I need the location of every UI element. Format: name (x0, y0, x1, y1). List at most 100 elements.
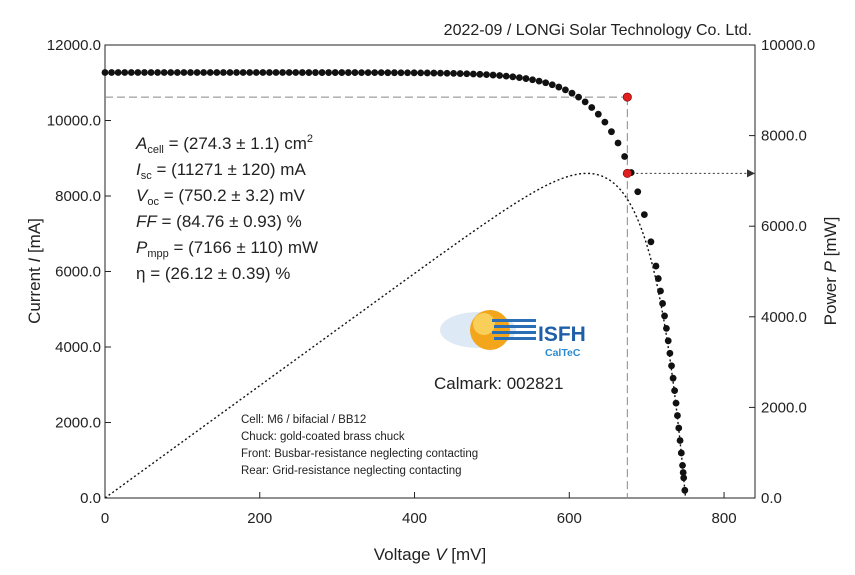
parameter-line: Isc = (11271 ± 120) mA (136, 160, 306, 182)
y-tick-label: 2000.0 (55, 415, 101, 432)
parameter-line: FF = (84.76 ± 0.93) % (136, 212, 302, 231)
iv-point (371, 69, 379, 77)
iv-point (664, 337, 672, 345)
iv-point (621, 153, 629, 160)
y2-tick-label: 2000.0 (761, 399, 807, 416)
logo-sub: CalTeC (545, 347, 581, 359)
x-tick-label: 200 (247, 510, 272, 527)
iv-point (548, 81, 556, 89)
parameter-line: η = (26.12 ± 0.39) % (136, 264, 290, 283)
iv-point (671, 387, 679, 395)
parameter-line: Voc = (750.2 ± 3.2) mV (136, 186, 305, 208)
measurement-notes: Cell: M6 / bifacial / BB12 Chuck: gold-c… (241, 414, 478, 477)
iv-point (187, 69, 194, 76)
iv-point (680, 474, 688, 482)
iv-point (377, 69, 385, 77)
y2-tick-label: 4000.0 (761, 309, 807, 326)
iv-point (675, 424, 683, 432)
y-tick-label: 12000.0 (47, 37, 101, 54)
iv-point (147, 69, 155, 76)
arrow-right-icon (747, 169, 755, 178)
iv-curve-points (101, 69, 689, 494)
iv-point (338, 69, 346, 76)
iv-point (239, 69, 247, 76)
iv-point (542, 79, 550, 87)
iv-point (657, 287, 664, 295)
iv-point (509, 73, 517, 81)
iv-point (443, 69, 451, 77)
x-tick-label: 0 (101, 510, 109, 527)
iv-point (252, 69, 260, 76)
iv-point (529, 76, 536, 84)
iv-point (233, 69, 240, 76)
note-line: Rear: Grid-resistance neglecting contact… (241, 465, 462, 477)
iv-point (101, 69, 109, 76)
iv-point (654, 275, 662, 282)
iv-point (127, 69, 135, 76)
iv-point (279, 69, 286, 76)
iv-point (272, 69, 280, 76)
note-line: Chuck: gold-coated brass chuck (241, 431, 405, 443)
iv-point (417, 69, 425, 77)
iv-point (489, 71, 497, 79)
isfh-logo: ISFH CalTeC (440, 310, 586, 359)
iv-point (679, 469, 687, 476)
iv-point (676, 437, 684, 444)
iv-point (450, 70, 458, 77)
calmark: Calmark: 002821 (434, 374, 563, 393)
power-curve-line (104, 172, 687, 499)
iv-point (568, 89, 576, 97)
iv-point (305, 69, 313, 76)
iv-point (575, 93, 582, 101)
iv-point (502, 72, 510, 80)
y2-tick-label: 6000.0 (761, 218, 807, 235)
iv-point (384, 69, 392, 77)
iv-point (647, 238, 655, 246)
iv-point (226, 69, 234, 76)
iv-point (404, 69, 411, 77)
iv-point (634, 188, 642, 196)
cell-parameters: Acell = (274.3 ± 1.1) cm2 Isc = (11271 ± … (135, 133, 318, 283)
iv-point (298, 69, 306, 76)
iv-point (410, 69, 418, 77)
y2-tick-label: 10000.0 (761, 37, 815, 54)
iv-point (515, 74, 523, 82)
iv-point (608, 128, 615, 136)
mpp-power-point (622, 168, 632, 178)
iv-point (423, 69, 431, 77)
iv-point (391, 69, 398, 77)
iv-point (555, 83, 563, 91)
iv-point (180, 69, 188, 76)
iv-point (430, 69, 438, 77)
power-curve (104, 172, 687, 499)
mpp-markers (622, 92, 632, 178)
iv-point (200, 69, 208, 76)
iv-point (134, 69, 142, 76)
mpp-guide-lines (105, 96, 755, 498)
logo-name: ISFH (538, 323, 586, 346)
y2-axis-label: Power P [mW] (821, 217, 840, 326)
iv-point (167, 69, 175, 76)
iv-point (259, 69, 267, 76)
note-line: Front: Busbar-resistance neglecting cont… (241, 448, 478, 460)
iv-point (141, 69, 148, 76)
iv-point (246, 69, 254, 76)
iv-point (677, 449, 685, 457)
iv-point (601, 118, 609, 126)
iv-point (206, 69, 214, 76)
iv-point (588, 104, 596, 111)
iv-point (672, 399, 680, 407)
x-axis-label: Voltage V [mV] (374, 545, 486, 564)
iv-point (640, 211, 648, 218)
iv-point (469, 70, 477, 78)
iv-point (325, 69, 333, 76)
y-tick-label: 10000.0 (47, 113, 101, 130)
y-tick-label: 4000.0 (55, 339, 101, 356)
y2-tick-label: 8000.0 (761, 128, 807, 145)
iv-point (397, 69, 405, 77)
parameter-line: Pmpp = (7166 ± 110) mW (136, 238, 318, 260)
iv-point (652, 262, 660, 270)
note-line: Cell: M6 / bifacial / BB12 (241, 414, 366, 426)
iv-point (358, 69, 365, 76)
